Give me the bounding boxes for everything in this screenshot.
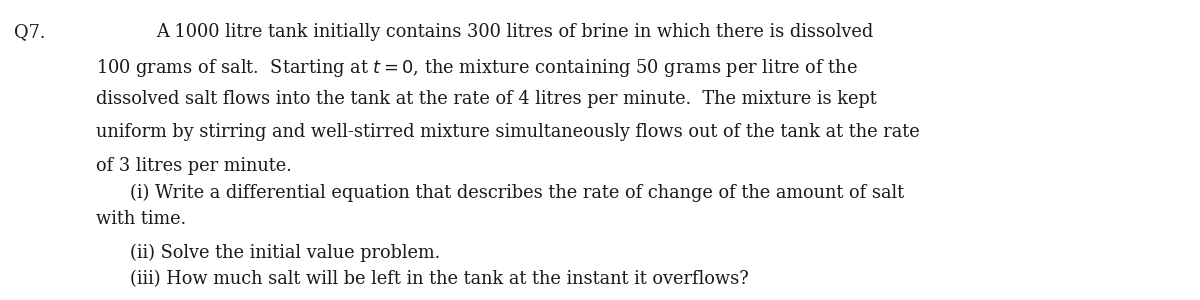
Text: A 1000 litre tank initially contains 300 litres of brine in which there is disso: A 1000 litre tank initially contains 300… xyxy=(156,23,874,41)
Text: Q7.: Q7. xyxy=(14,23,46,41)
Text: (iii) How much salt will be left in the tank at the instant it overflows?: (iii) How much salt will be left in the … xyxy=(130,270,749,288)
Text: uniform by stirring and well-stirred mixture simultaneously flows out of the tan: uniform by stirring and well-stirred mix… xyxy=(96,123,919,141)
Text: dissolved salt flows into the tank at the rate of 4 litres per minute.  The mixt: dissolved salt flows into the tank at th… xyxy=(96,90,877,108)
Text: (i) Write a differential equation that describes the rate of change of the amoun: (i) Write a differential equation that d… xyxy=(130,183,904,202)
Text: (ii) Solve the initial value problem.: (ii) Solve the initial value problem. xyxy=(130,243,439,262)
Text: with time.: with time. xyxy=(96,210,186,228)
Text: of 3 litres per minute.: of 3 litres per minute. xyxy=(96,157,292,175)
Text: 100 grams of salt.  Starting at $t = 0$, the mixture containing 50 grams per lit: 100 grams of salt. Starting at $t = 0$, … xyxy=(96,57,858,79)
